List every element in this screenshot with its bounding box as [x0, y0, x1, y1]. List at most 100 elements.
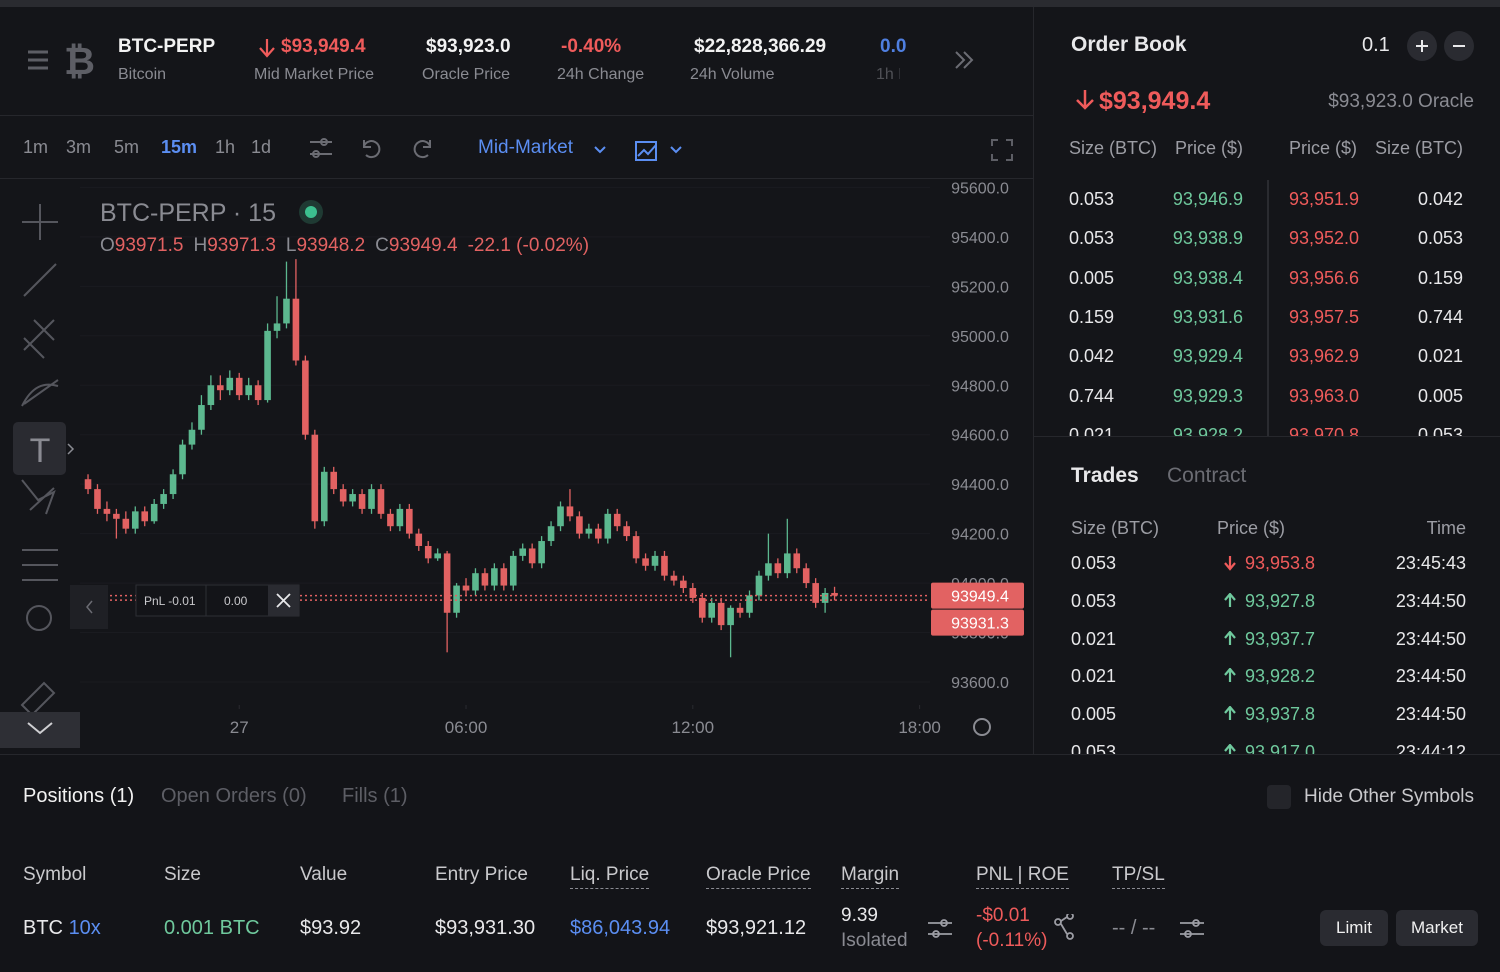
ob-cell: 0.053 [1069, 228, 1115, 249]
candle-body [453, 585, 460, 613]
interval[interactable]: 1m [23, 137, 49, 157]
ohlc-key: O [100, 235, 115, 256]
candle-body [528, 548, 536, 564]
ohlc-legend: O93971.5 H93971.3 L93948.2 C93949.4 -22.1 (-… [100, 235, 589, 256]
order-book-title: Order Book [1071, 33, 1187, 56]
pnl-amount: 0.00 [224, 594, 248, 608]
trade-time: 23:44:12 [1395, 742, 1466, 754]
x-tick-label: 06:00 [445, 718, 488, 737]
ob-cell: 0.053 [1417, 228, 1463, 249]
dropdown-icons[interactable] [592, 140, 692, 162]
candle-body [198, 405, 205, 430]
step[interactable]: 0.1 [1362, 34, 1390, 56]
row-icons[interactable] [926, 914, 1216, 944]
checkbox[interactable] [1267, 785, 1291, 809]
position-value: $93.92 [300, 917, 362, 939]
position-column: TP/SL [1112, 864, 1165, 889]
ohlc-value: 93971.3 [207, 235, 276, 256]
svg-text:₿: ₿ [64, 41, 95, 82]
spread-line [1267, 180, 1269, 436]
interval[interactable]: 1d [251, 137, 272, 157]
chart-title: BTC-PERP · 15 [100, 199, 276, 227]
y-tick-label: 93600.0 [951, 675, 1009, 692]
margin-mode: Isolated [841, 930, 908, 951]
trade-price: 93,937.7 [1245, 628, 1316, 649]
pnl-label: PnL -0.01 [144, 594, 196, 608]
candle-body [651, 555, 659, 566]
arrow-up [1224, 592, 1236, 607]
settings-icon [973, 718, 991, 736]
candle-body [434, 553, 441, 559]
entry-price: $93,931.30 [435, 917, 536, 939]
interval[interactable]: 3m [66, 137, 92, 157]
trade-tab[interactable]: Trades [1071, 464, 1139, 487]
step-buttons[interactable] [1406, 30, 1476, 62]
position-tab[interactable]: Fills (1) [342, 785, 408, 807]
candle-body [264, 330, 271, 401]
x-tick-label: 18:00 [898, 718, 941, 737]
candle-body [349, 494, 356, 502]
market-button[interactable]: Market [1396, 910, 1478, 946]
candle-body [746, 595, 753, 613]
limit-button[interactable]: Limit [1320, 910, 1388, 946]
logo: ₿ [28, 41, 95, 82]
candle-body [642, 558, 649, 566]
position-tab[interactable]: Positions (1) [23, 785, 135, 807]
price-type[interactable]: Mid-Market [478, 137, 574, 158]
candle-body [680, 580, 687, 589]
trade-size: 0.053 [1071, 742, 1117, 754]
arrow-up [1224, 744, 1236, 754]
trade-time: 23:44:50 [1395, 590, 1466, 611]
interval[interactable]: 15m [161, 137, 198, 157]
stat-label: 24h Volume [690, 66, 775, 83]
y-tick-label: 94800.0 [951, 378, 1009, 395]
candle-body [103, 508, 111, 514]
ob-cell: 93,952.0 [1289, 228, 1360, 249]
liq-price: $86,043.94 [570, 917, 671, 939]
candle-body [462, 585, 470, 591]
arrow-up [1224, 668, 1236, 683]
ob-cell: 0.053 [1417, 424, 1463, 436]
candle-body [509, 555, 517, 586]
trade-column: Time [1426, 518, 1466, 538]
interval[interactable]: 5m [114, 137, 140, 157]
candle-body [179, 444, 186, 475]
candle-body [169, 474, 177, 495]
trades: Size (BTC) Price ($) Time 0.053 93,953.8 23:4… [1034, 510, 1500, 754]
ohlc-key: L [286, 235, 297, 256]
symbol[interactable]: BTC-PERP [118, 36, 216, 57]
ob-cell: 93,929.4 [1172, 346, 1243, 367]
interval[interactable]: 1h [215, 137, 236, 157]
fullscreen-icon[interactable] [990, 138, 1014, 162]
candle-body [292, 298, 300, 361]
oracle-price: $93,921.12 [706, 917, 807, 939]
y-tick-label: 95600.0 [951, 180, 1009, 197]
tpsl: -- / -- [1112, 917, 1156, 939]
candle-body [613, 513, 621, 527]
ob-cell: 0.159 [1069, 306, 1115, 327]
position-tab[interactable]: Open Orders (0) [161, 785, 307, 807]
ob-cell: 0.021 [1417, 346, 1463, 367]
trade-price: 93,953.8 [1245, 553, 1316, 573]
trade-price: 93,937.8 [1245, 704, 1316, 725]
divider [1034, 436, 1500, 437]
symbol: BTC [23, 917, 63, 939]
stat-label: 24h Change [557, 66, 645, 83]
trade-price: 93,917.0 [1245, 742, 1316, 754]
candle-body [708, 602, 716, 618]
top-strip [0, 0, 1500, 7]
trade-tab[interactable]: Contract [1167, 464, 1247, 487]
candle-body [311, 434, 319, 522]
oracle-price: $93,923.0 Oracle [1328, 91, 1474, 112]
candle-body [661, 555, 668, 576]
candle-body [406, 508, 413, 534]
more-icon[interactable] [952, 48, 976, 72]
x-tick-label: 27 [230, 718, 249, 737]
candle-body [547, 526, 555, 542]
ob-cell: 93,970.8 [1289, 424, 1360, 436]
candle-body [283, 298, 290, 324]
hide-label[interactable]: Hide Other Symbols [1304, 786, 1475, 807]
ob-cell: 93,956.6 [1289, 267, 1360, 288]
ob-cell: 0.744 [1069, 385, 1115, 406]
